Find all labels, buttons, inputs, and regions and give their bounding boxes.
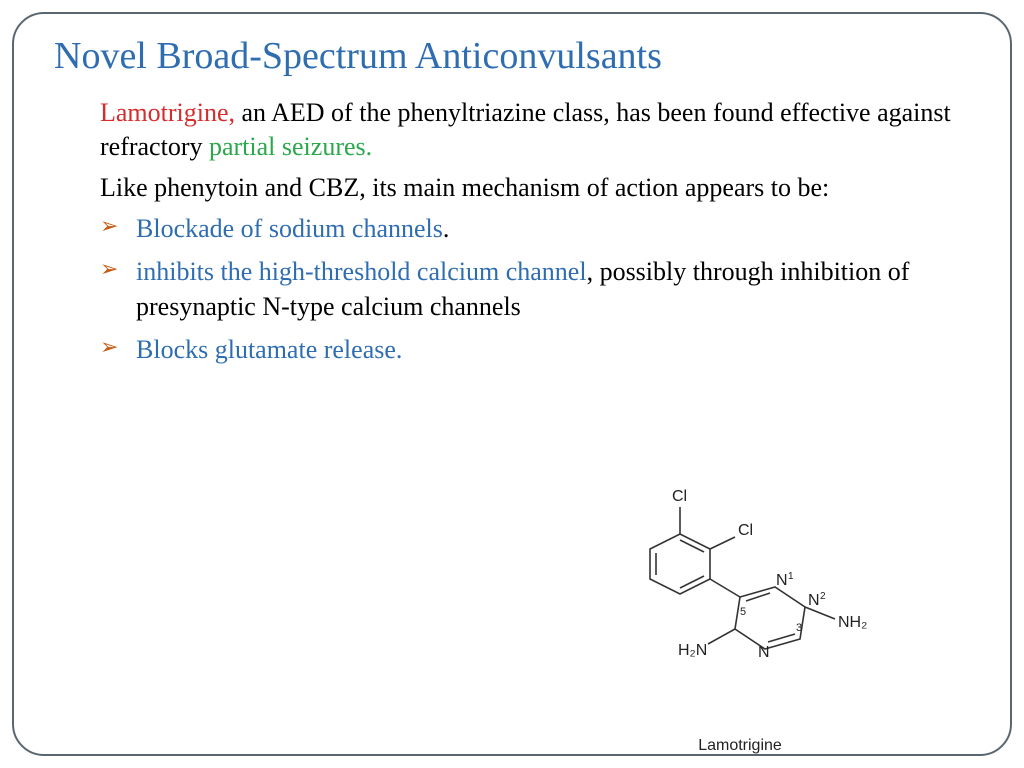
molecule-svg: Cl Cl N 1 N 2 N H₂N NH₂ 5 3 bbox=[590, 464, 890, 724]
bullet-rest: . bbox=[443, 214, 450, 243]
list-item: Blockade of sodium channels. bbox=[100, 211, 952, 246]
slide-frame: Novel Broad-Spectrum Anticonvulsants Lam… bbox=[12, 12, 1012, 756]
atom-cl1: Cl bbox=[672, 488, 687, 505]
atom-n1-sup: 1 bbox=[788, 571, 794, 582]
bullet-blue: Blocks glutamate release. bbox=[136, 335, 402, 364]
paragraph-1: Lamotrigine, an AED of the phenyltriazin… bbox=[100, 96, 952, 165]
paragraph-2: Like phenytoin and CBZ, its main mechani… bbox=[100, 171, 952, 205]
list-item: Blocks glutamate release. bbox=[100, 332, 952, 367]
drug-name: Lamotrigine, bbox=[100, 98, 242, 127]
atom-n2: N bbox=[808, 592, 820, 609]
molecule-diagram: Cl Cl N 1 N 2 N H₂N NH₂ 5 3 Lamotrigine bbox=[590, 464, 890, 724]
bullet-blue: inhibits the high-threshold calcium chan… bbox=[136, 257, 587, 286]
seizure-type: partial seizures. bbox=[209, 132, 372, 161]
atom-cl2: Cl bbox=[738, 522, 753, 539]
bullet-blue: Blockade of sodium channels bbox=[136, 214, 443, 243]
atom-nh2-right: NH₂ bbox=[838, 614, 867, 631]
list-item: inhibits the high-threshold calcium chan… bbox=[100, 254, 952, 324]
atom-n2-sup: 2 bbox=[820, 591, 826, 602]
atom-n1: N bbox=[776, 572, 788, 589]
slide-title: Novel Broad-Spectrum Anticonvulsants bbox=[54, 34, 972, 78]
pos-5: 5 bbox=[740, 606, 746, 618]
mechanism-list: Blockade of sodium channels. inhibits th… bbox=[100, 211, 952, 367]
molecule-caption: Lamotrigine bbox=[590, 737, 890, 755]
atom-h2n-left: H₂N bbox=[678, 642, 707, 659]
atom-n4: N bbox=[758, 644, 770, 661]
pos-3: 3 bbox=[796, 622, 802, 634]
